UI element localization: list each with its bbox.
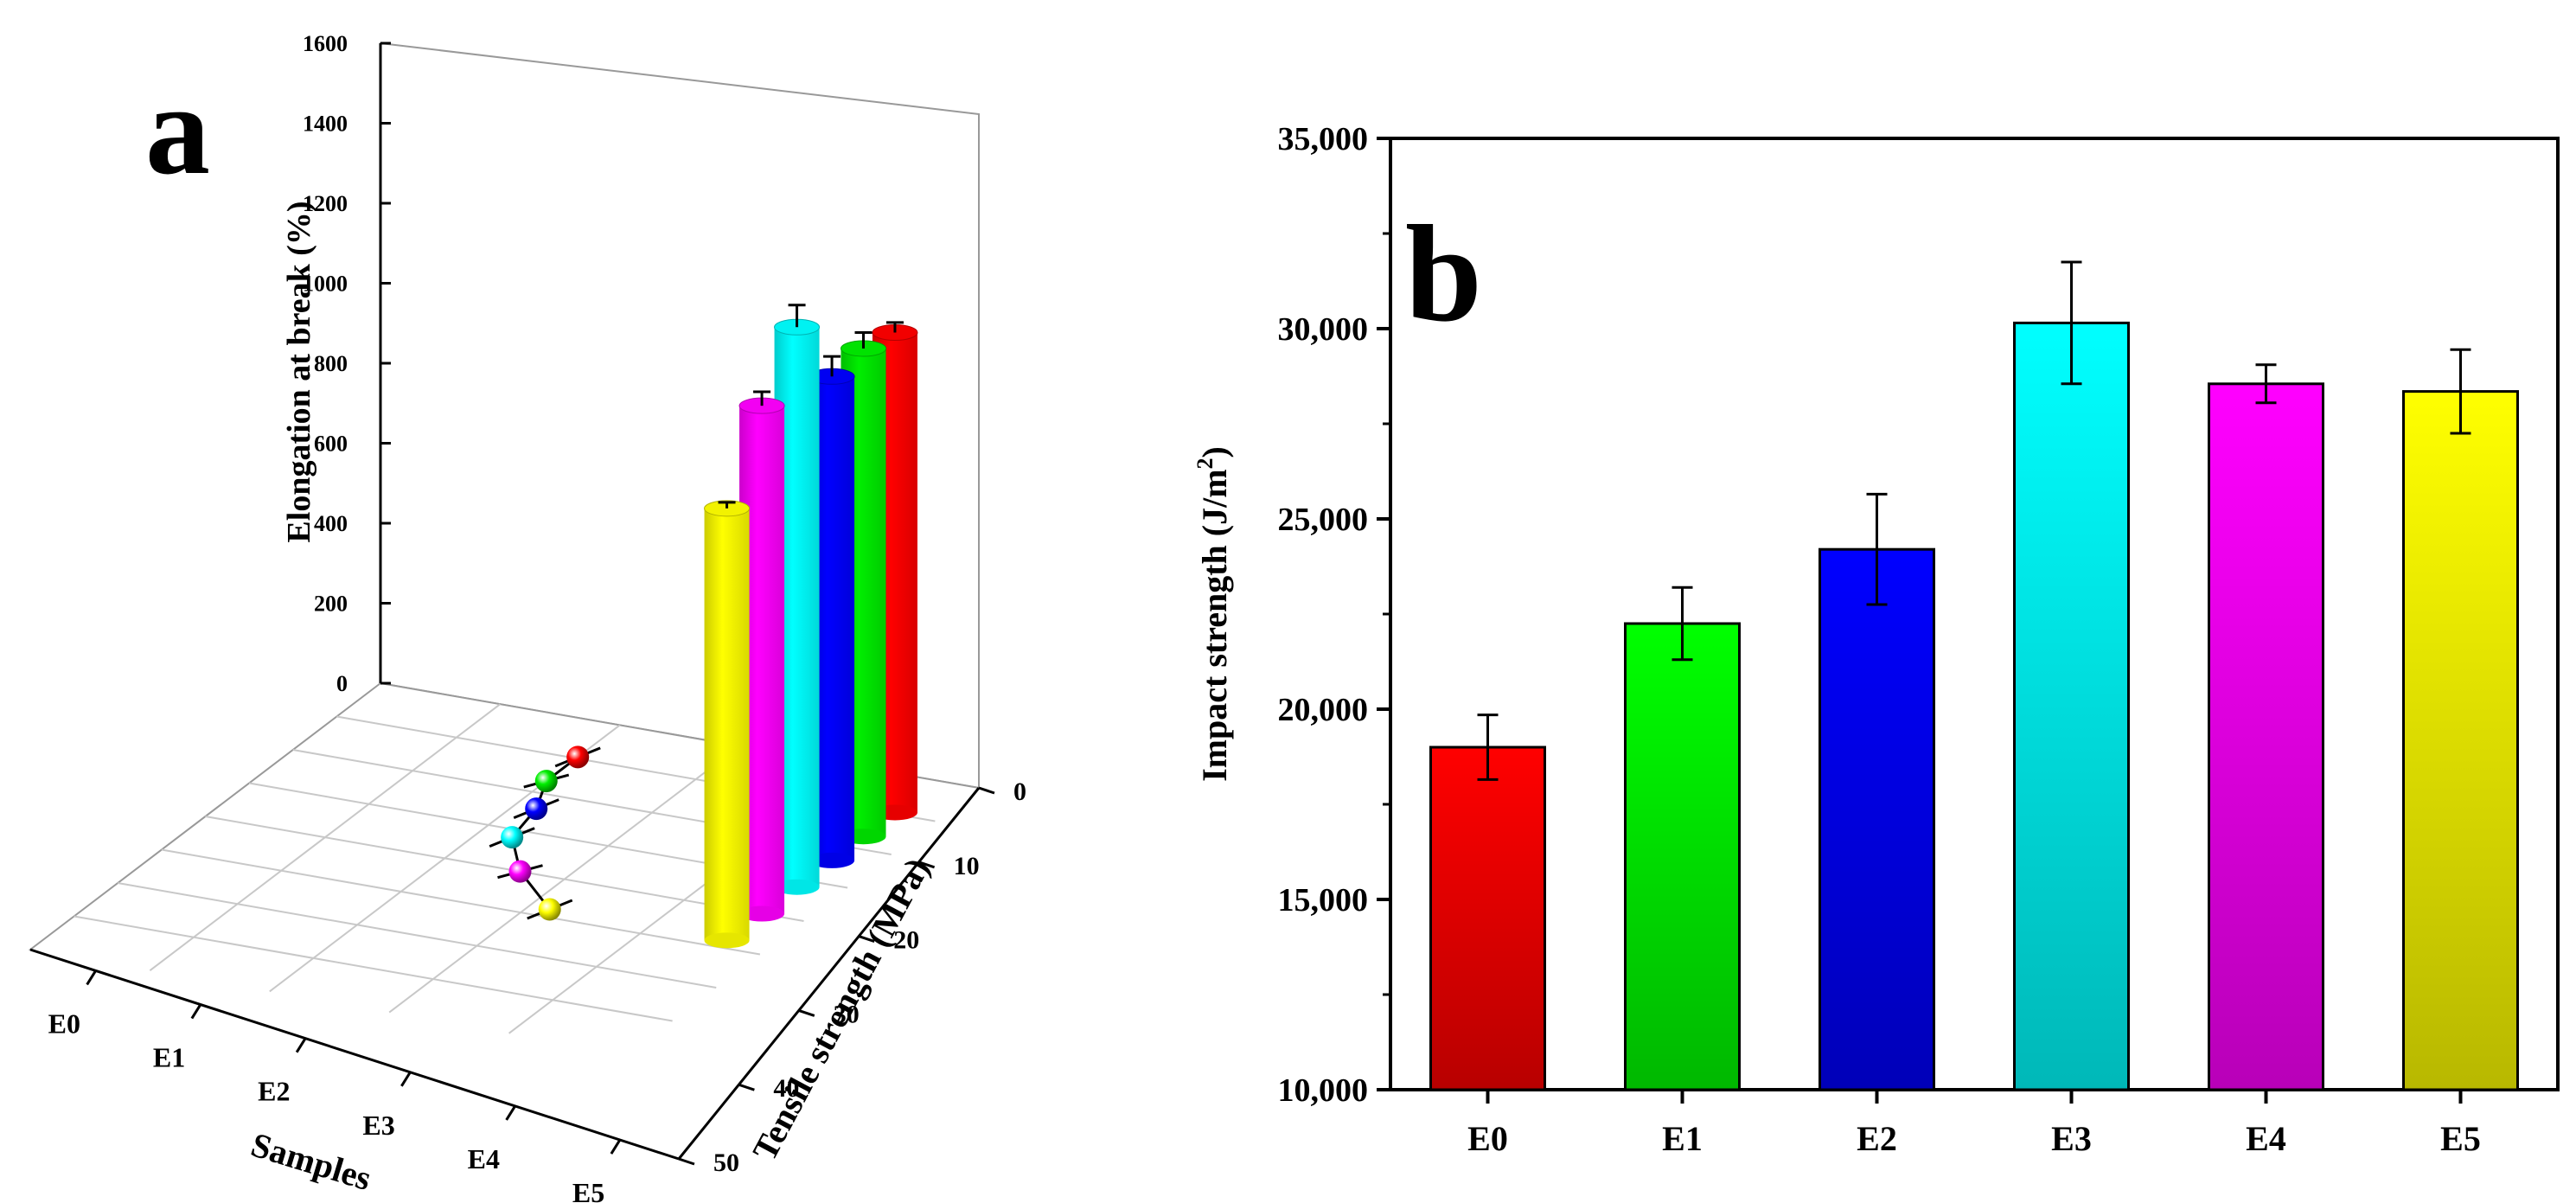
panel-a-x-tick-mark (295, 1037, 307, 1053)
panel-b-x-tick-label: E0 (1467, 1119, 1508, 1158)
panel-a-x-axis-label: Samples (246, 1125, 375, 1199)
panel-b-bar-E2 (1819, 547, 1935, 1091)
panel-a-y-tick-mark (738, 1083, 755, 1091)
panel-a-x-ticks: E0 E1 E2 E3 E4 E5 (48, 969, 622, 1203)
panel-a-y-tick-mark (918, 861, 936, 869)
panel-a-y-tick-label: 40 (773, 1074, 799, 1103)
panel-a-y-tick-label: 10 (954, 852, 980, 880)
panel-a-x-tick-label: E3 (362, 1110, 394, 1141)
panel-a-bar-base-E5 (704, 932, 750, 949)
panel-b-x-tick-label: E2 (1857, 1119, 1897, 1158)
panel-b-y-tick-label: 30,000 (1278, 311, 1369, 348)
panel-a-bar-E5 (704, 508, 750, 941)
panel-b-y-axis-label-sup: 2 (1192, 458, 1218, 469)
panel-a-x-tick-label: E5 (572, 1177, 604, 1203)
panel-a-z-tick-label: 800 (314, 351, 348, 376)
panel-b-chart: b 10,000 15,000 20,000 25,000 30,000 35,000 E… (1192, 121, 2560, 1158)
panel-a-x-tick-mark (505, 1105, 516, 1121)
panel-a-tensile-point-E5 (538, 898, 561, 921)
panel-b-bar-E1 (1624, 622, 1741, 1091)
panel-b-bar-E0 (1429, 745, 1546, 1091)
panel-b-y-tick-label: 25,000 (1278, 502, 1369, 538)
panel-b-x-tick-label: E3 (2051, 1119, 2092, 1158)
panel-a-x-tick-mark (190, 1003, 202, 1020)
panel-a-tensile-series (489, 745, 601, 921)
panel-a-tensile-point-E2 (525, 797, 548, 821)
panel-b-bar-E3 (2013, 321, 2130, 1091)
panel-a-z-tick-label: 600 (314, 432, 348, 457)
panel-a-z-tick-label: 1000 (303, 272, 348, 297)
panel-a-z-tick-label: 1200 (303, 191, 348, 216)
panel-a-z-tick-label: 400 (314, 511, 348, 536)
panel-b-x-tick-label: E5 (2440, 1119, 2481, 1158)
panel-a-x-axis (29, 948, 680, 1161)
panel-a-y-tick-label: 20 (893, 926, 919, 955)
panel-a-bar-base-E4 (739, 905, 785, 922)
panel-a-x-tick-label: E2 (258, 1076, 290, 1107)
panel-b-x-ticks: E0 E1 E2 E3 E4 E5 (1467, 1090, 2481, 1158)
panel-b-y-axis-label-close: ) (1195, 446, 1234, 458)
panel-a-tensile-point-E1 (534, 770, 558, 793)
panel-b-y-tick-label: 15,000 (1278, 882, 1369, 918)
panel-a-z-tick-label: 0 (336, 671, 348, 696)
panel-b-y-tick-label: 35,000 (1278, 121, 1369, 157)
panel-b-bar-E5 (2402, 390, 2519, 1091)
panel-a-x-tick-label: E0 (48, 1008, 80, 1039)
panel-a-label: a (145, 58, 210, 202)
panel-a-x-tick-mark (610, 1139, 622, 1155)
panel-a-y-tick-label: 0 (1013, 777, 1026, 806)
panel-a-x-tick-label: E1 (153, 1042, 185, 1073)
panel-a-tensile-point-E4 (508, 860, 532, 883)
panel-b-x-tick-label: E4 (2246, 1119, 2286, 1158)
panel-a-z-tick-label: 1600 (303, 31, 348, 56)
panel-b-label: b (1405, 196, 1482, 350)
panel-a-y-ticks: 0 10 20 30 40 50 (678, 777, 1026, 1177)
panel-b-bars (1429, 260, 2519, 1091)
panel-a-grid-line (161, 848, 761, 956)
panel-a-z-ticks: 0 200 400 600 800 1000 1200 1400 1600 (303, 31, 391, 696)
panel-a-tensile-point-E3 (501, 826, 524, 849)
panel-a-z-tick-label: 1400 (303, 112, 348, 137)
panel-a-bar-base-E2 (809, 852, 855, 868)
panel-a-y-tick-mark (978, 786, 995, 795)
panel-b-plot-frame (1389, 137, 2560, 1091)
panel-a-y-tick-mark (798, 1008, 815, 1017)
panel-b-x-tick-label: E1 (1662, 1119, 1703, 1158)
panel-b-y-axis-label-text: Impact strength (J/m (1195, 469, 1234, 781)
panel-a-z-axis-label: Elongation at break (%) (281, 201, 317, 542)
panel-a-x-tick-label: E4 (468, 1143, 500, 1174)
panel-a-z-tick-label: 200 (314, 592, 348, 617)
panel-a-x-tick-mark (400, 1071, 412, 1087)
panel-b-y-tick-label: 10,000 (1278, 1072, 1369, 1109)
panel-a-grid-line (118, 882, 717, 989)
panel-a-y-tick-label: 30 (834, 1000, 860, 1028)
panel-a-y-tick-mark (678, 1157, 695, 1166)
panel-b-y-tick-label: 20,000 (1278, 692, 1369, 728)
panel-a-grid-line (74, 915, 673, 1022)
panel-a-x-tick-mark (86, 969, 97, 986)
panel-b-bar-E4 (2208, 382, 2324, 1091)
panel-b-y-ticks: 10,000 15,000 20,000 25,000 30,000 35,000 (1278, 121, 1390, 1109)
panel-a-y-tick-mark (858, 935, 875, 944)
panel-a-bars (704, 304, 918, 949)
panel-b-y-axis-label: Impact strength (J/m2) (1192, 446, 1234, 782)
panel-a-grid-line (205, 816, 804, 922)
panel-a-y-axis (677, 787, 981, 1160)
panel-a-y-tick-label: 50 (713, 1149, 739, 1177)
panel-a-bar-base-E3 (774, 879, 820, 895)
panel-a-tensile-point-E0 (566, 745, 590, 769)
